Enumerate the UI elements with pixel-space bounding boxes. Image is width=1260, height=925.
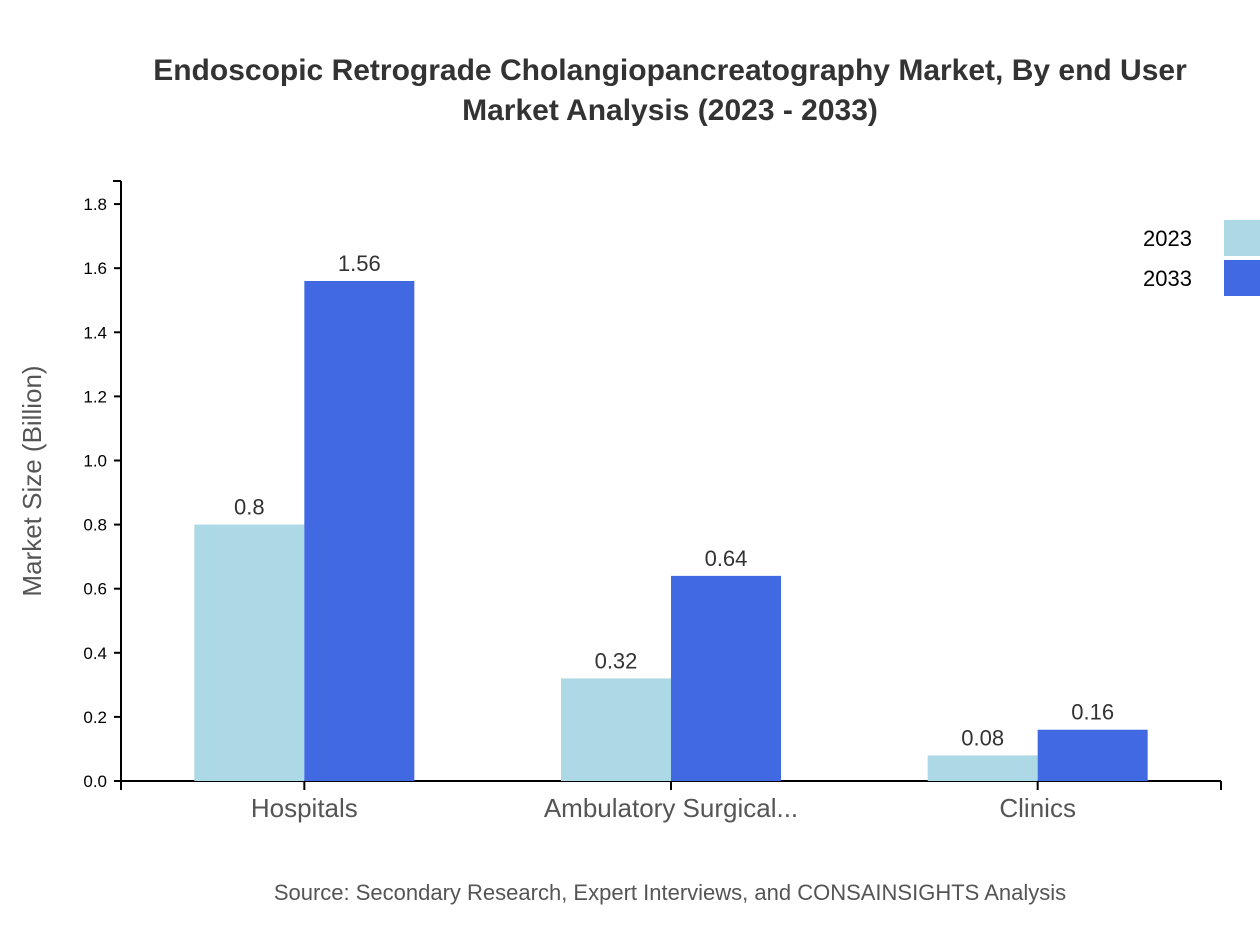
bar-value-label: 0.08 xyxy=(961,725,1004,750)
y-tick-label: 1.2 xyxy=(83,387,107,406)
bar-2023-ambulatory-surgical- xyxy=(561,678,671,781)
chart-title-line-1: Endoscopic Retrograde Cholangiopancreato… xyxy=(153,54,1187,87)
bar-2023-hospitals xyxy=(194,524,305,781)
chart-title-line-2: Market Analysis (2023 - 2033) xyxy=(462,94,878,127)
legend: 2023 2033 xyxy=(1143,220,1260,296)
y-tick-label: 1.0 xyxy=(83,451,107,470)
bar-2033-hospitals xyxy=(304,281,415,781)
bar-2023-clinics xyxy=(927,755,1038,781)
x-tick-label: Ambulatory Surgical... xyxy=(544,793,798,823)
y-tick-label: 1.4 xyxy=(83,323,107,342)
source-note: Source: Secondary Research, Expert Inter… xyxy=(274,880,1066,905)
bar-value-label: 0.32 xyxy=(595,648,638,673)
bar-value-label: 1.56 xyxy=(338,251,381,276)
y-tick-label: 0.2 xyxy=(83,708,107,727)
y-tick-label: 0.6 xyxy=(83,580,107,599)
legend-swatch-2023 xyxy=(1224,220,1260,256)
y-axis-label: Market Size (Billion) xyxy=(17,365,47,596)
x-axis: Hospitals Ambulatory Surgical... Clinics xyxy=(120,780,1222,823)
y-tick-label: 0.8 xyxy=(83,516,107,535)
bar-2033-ambulatory-surgical- xyxy=(671,575,781,781)
legend-label-2033: 2033 xyxy=(1143,266,1192,291)
bar-value-label: 0.16 xyxy=(1071,700,1114,725)
bars: 0.8 1.56 0.32 0.64 0.08 0.16 xyxy=(194,251,1148,781)
legend-label-2023: 2023 xyxy=(1143,226,1192,251)
x-tick-label: Clinics xyxy=(999,793,1076,823)
y-tick-label: 0.0 xyxy=(83,772,107,791)
bar-value-label: 0.64 xyxy=(705,546,748,571)
y-tick-label: 1.8 xyxy=(83,195,107,214)
x-tick-label: Hospitals xyxy=(251,793,358,823)
bar-2033-clinics xyxy=(1037,729,1148,781)
y-tick-label: 1.6 xyxy=(83,259,107,278)
y-tick-label: 0.4 xyxy=(83,644,107,663)
y-axis: 0.0 0.2 0.4 0.6 0.8 1.0 1.2 1.4 1.6 1.8 xyxy=(83,180,122,791)
bar-value-label: 0.8 xyxy=(234,495,265,520)
legend-swatch-2033 xyxy=(1224,260,1260,296)
